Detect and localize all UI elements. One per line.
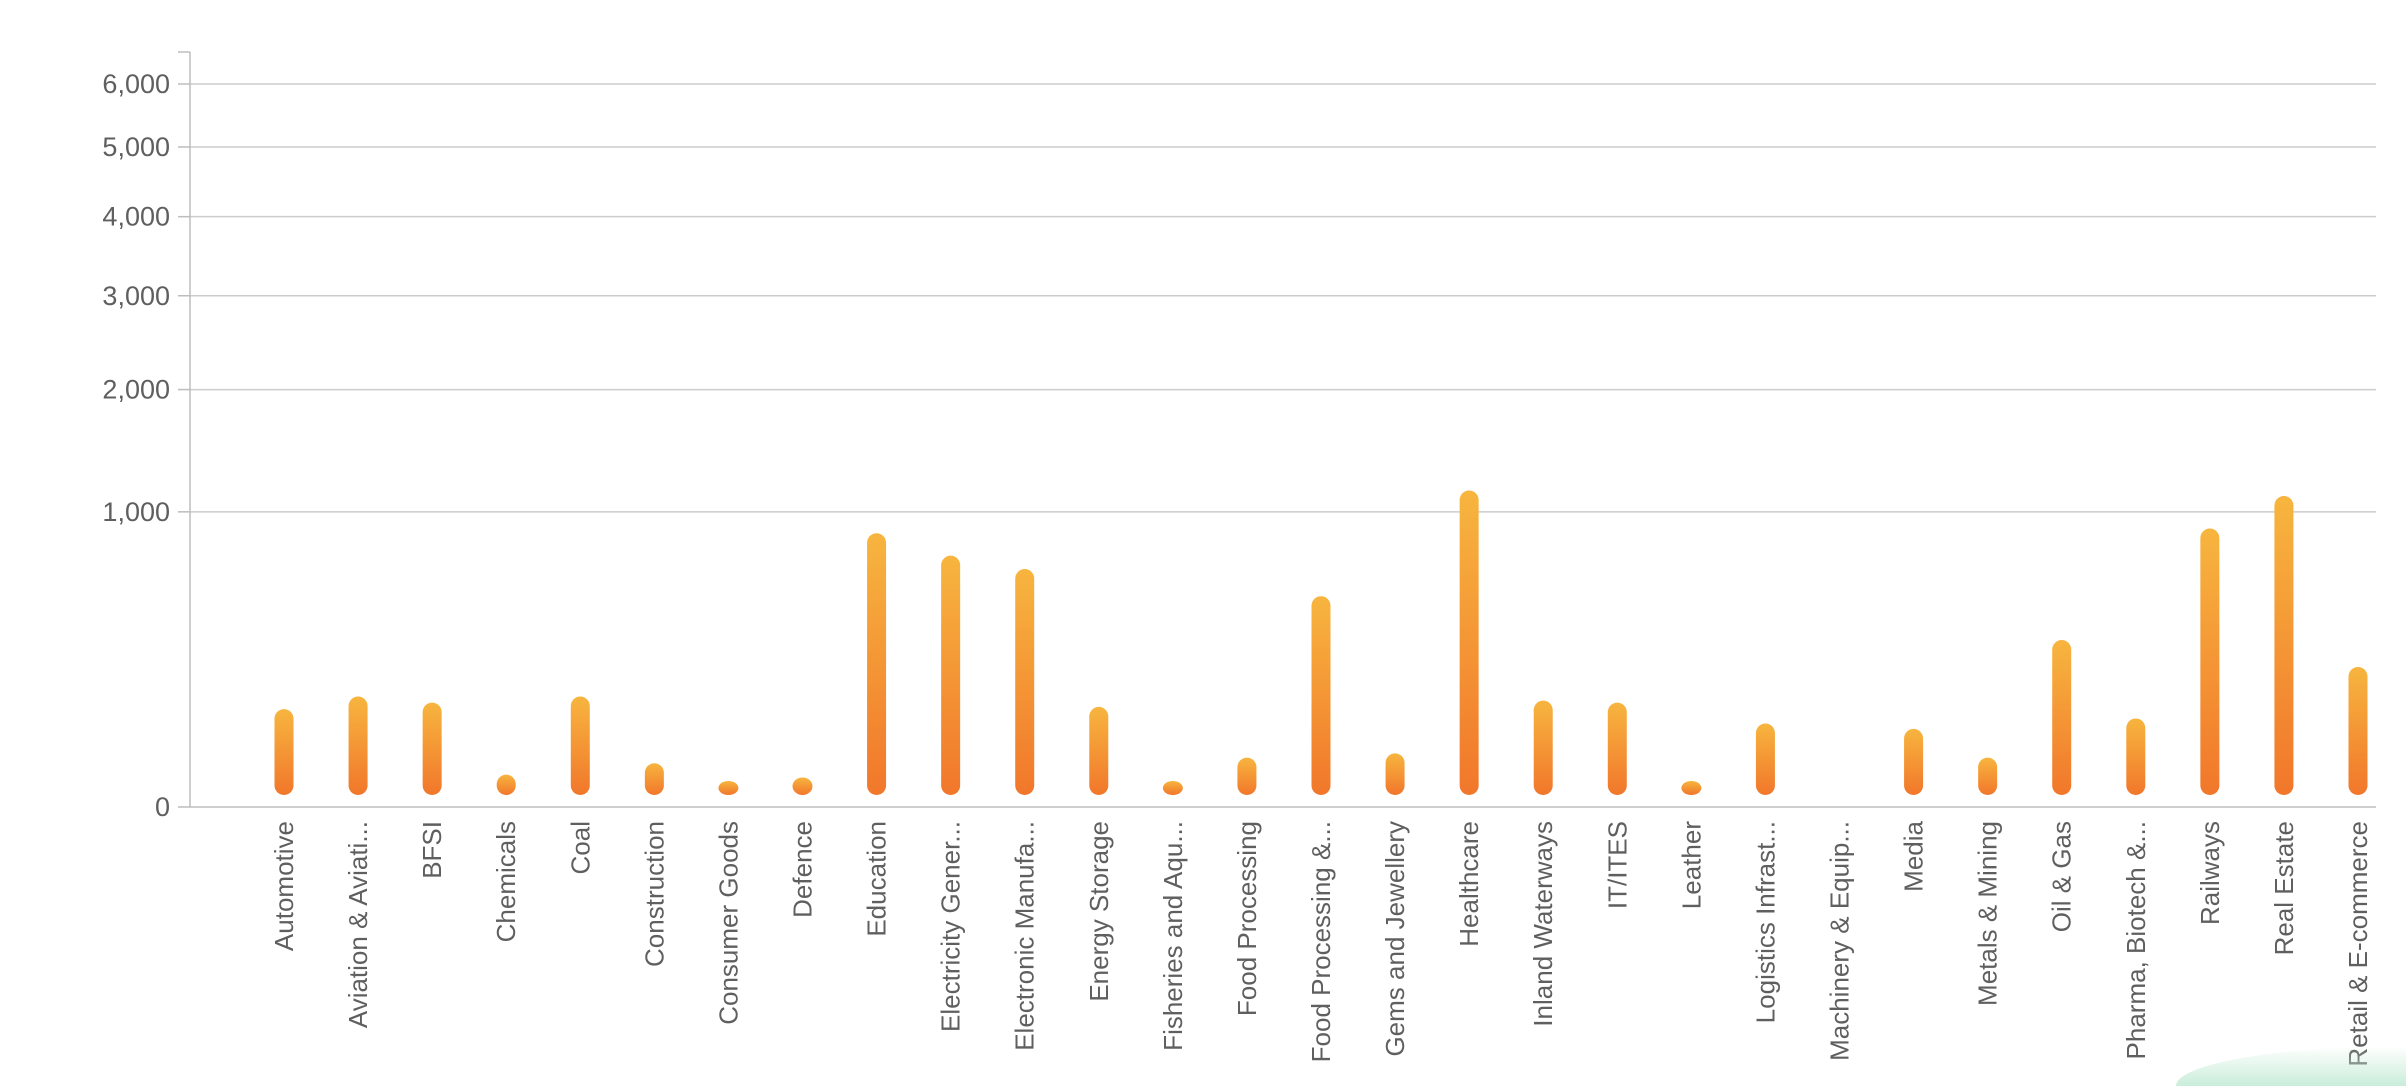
bar[interactable]	[1607, 702, 1627, 795]
grid-layer	[190, 83, 2376, 513]
bar[interactable]	[867, 533, 887, 795]
x-category-label: Food Processing	[1232, 821, 1262, 1016]
y-tick-label: 6,000	[102, 69, 170, 99]
bar[interactable]	[1533, 700, 1553, 795]
bar[interactable]	[274, 709, 294, 795]
bar[interactable]	[2052, 640, 2072, 795]
x-category-label: Inland Waterways	[1528, 821, 1558, 1027]
bar[interactable]	[2274, 496, 2294, 795]
x-category-label: Food Processing &...	[1306, 821, 1336, 1062]
x-category-label: BFSI	[417, 821, 447, 879]
x-category-label: Coal	[565, 821, 595, 874]
x-category-label: Pharma, Biotech &...	[2121, 821, 2151, 1059]
x-category-label: Construction	[639, 821, 669, 967]
y-tick-label: 1,000	[102, 497, 170, 527]
x-category-label: Chemicals	[491, 821, 521, 942]
bar[interactable]	[1385, 753, 1405, 795]
bar[interactable]	[2348, 666, 2368, 795]
x-category-label: Electronic Manufa...	[1010, 821, 1040, 1051]
x-category-label: Media	[1899, 820, 1929, 891]
bar[interactable]	[348, 696, 368, 795]
bar[interactable]	[422, 702, 442, 795]
bar[interactable]	[1015, 569, 1035, 795]
bar[interactable]	[644, 763, 664, 795]
y-tick-label: 3,000	[102, 281, 170, 311]
bar[interactable]	[1755, 723, 1775, 795]
x-category-label: Retail & E-commerce	[2343, 821, 2373, 1067]
x-category-label: Leather	[1676, 821, 1706, 910]
bar[interactable]	[2200, 528, 2220, 795]
x-category-label: Defence	[788, 821, 818, 918]
x-category-label: Energy Storage	[1084, 821, 1114, 1002]
bar[interactable]	[2126, 718, 2146, 795]
x-category-label: Consumer Goods	[713, 821, 743, 1025]
x-category-label: IT/ITES	[1602, 821, 1632, 909]
bar[interactable]	[1089, 706, 1109, 795]
x-category-label: Metals & Mining	[1973, 821, 2003, 1006]
bar[interactable]	[792, 777, 813, 795]
bar[interactable]	[718, 781, 739, 795]
bar[interactable]	[570, 696, 590, 795]
bar[interactable]	[1681, 781, 1702, 795]
x-category-label: Real Estate	[2269, 821, 2299, 955]
x-category-label: Electricity Gener...	[936, 821, 966, 1032]
bar[interactable]	[941, 555, 961, 795]
label-layer: 0 1,000 2,000 3,000 4,000 5,000 6,000 Automotiv…	[102, 69, 2373, 1067]
bar-layer	[274, 490, 2368, 795]
x-category-label: Logistics Infrast...	[1750, 821, 1780, 1023]
x-category-label: Gems and Jewellery	[1380, 821, 1410, 1057]
y-tick-label: 5,000	[102, 132, 170, 162]
bar[interactable]	[1311, 596, 1331, 795]
x-category-label: Railways	[2195, 821, 2225, 925]
bar[interactable]	[1904, 728, 1924, 795]
bar[interactable]	[1978, 757, 1998, 795]
x-category-label: Machinery & Equip...	[1825, 821, 1855, 1061]
x-category-label: Fisheries and Aqu...	[1158, 821, 1188, 1051]
x-category-label: Automotive	[269, 821, 299, 951]
bar[interactable]	[1237, 757, 1257, 795]
x-category-label: Education	[862, 821, 892, 937]
bar[interactable]	[1459, 490, 1479, 795]
y-tick-label: 4,000	[102, 202, 170, 232]
y-tick-label: 0	[155, 792, 170, 822]
x-category-label: Aviation & Aviati...	[343, 821, 373, 1028]
bar[interactable]	[1162, 781, 1183, 795]
bar[interactable]	[496, 774, 516, 795]
x-category-label: Healthcare	[1454, 821, 1484, 947]
y-tick-label: 2,000	[102, 375, 170, 405]
x-category-label: Oil & Gas	[2047, 821, 2077, 932]
axis-layer	[178, 51, 2376, 808]
